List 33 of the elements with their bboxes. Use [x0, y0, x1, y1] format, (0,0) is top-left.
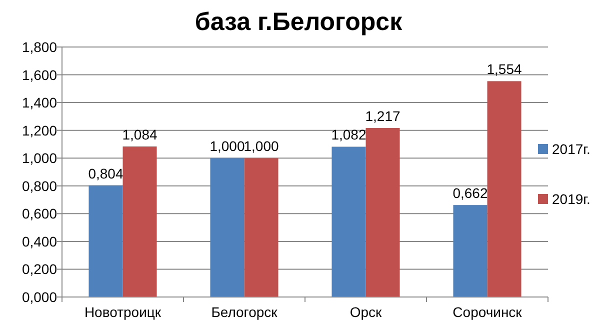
y-tick-label: 1,400	[22, 94, 58, 111]
x-tick-label: Новотроицк	[84, 304, 162, 320]
data-label: 0,804	[88, 165, 124, 182]
y-tick-label: 0,800	[22, 178, 58, 194]
chart-title: база г.Белогорск	[194, 8, 403, 36]
bar	[210, 158, 244, 297]
data-label: 0,662	[452, 185, 488, 202]
bar	[332, 146, 366, 297]
y-tick-label: 0,400	[22, 233, 58, 250]
data-label: 1,554	[486, 61, 522, 78]
data-label: 1,000	[244, 138, 279, 154]
bar	[122, 146, 157, 297]
x-tick-label: Орск	[350, 304, 383, 320]
legend-label: 2019г.	[552, 191, 590, 207]
y-tick-label: 0,600	[22, 206, 58, 222]
data-label: 1,084	[122, 126, 158, 142]
bar	[366, 128, 400, 297]
bar	[88, 185, 123, 297]
data-label: 1,082	[331, 126, 366, 143]
bar	[487, 81, 522, 297]
x-tick-label: Белогорск	[211, 304, 278, 320]
data-label: 1,217	[365, 108, 400, 124]
y-tick-label: 0,200	[22, 261, 58, 278]
y-tick-label: 1,800	[22, 39, 58, 55]
bar	[453, 205, 488, 297]
data-label: 1,000	[210, 138, 245, 154]
y-tick-label: 1,200	[22, 122, 58, 138]
y-tick-label: 1,600	[22, 66, 58, 83]
y-tick-label: 0,000	[22, 289, 58, 305]
x-tick-label: Сорочинск	[452, 304, 523, 320]
legend-label: 2017г.	[552, 141, 590, 157]
bar	[244, 158, 278, 297]
y-tick-label: 1,000	[22, 150, 58, 166]
